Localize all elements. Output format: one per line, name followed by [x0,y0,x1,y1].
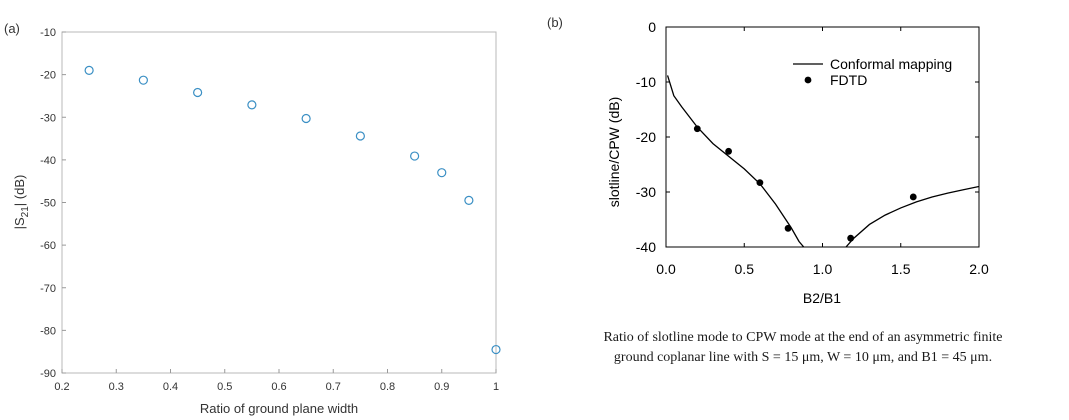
chart-a-y-tick-label: -10 [40,27,56,39]
chart-a-frame [61,31,497,374]
legend-item-conformal: Conformal mapping [830,56,952,72]
y-label-main: |S [12,217,27,229]
chart-a-y-axis-label: |S21| (dB) [12,175,31,230]
chart-b-x-tick-label: 2.0 [969,261,989,277]
chart-a-data-point [301,113,311,124]
chart-b-y-tick-label: -40 [636,239,656,255]
chart-a-data-point [410,151,420,161]
chart-a-x-tick-label: 0.2 [54,381,69,393]
chart-a-data-point [247,100,257,110]
chart-b-y-tick-label: 0 [648,19,656,35]
chart-a-y-tick-label: -90 [40,368,56,380]
chart-a-x-tick-label: 0.7 [326,381,341,393]
chart-a-x-tick-label: 0.8 [380,381,395,393]
chart-a-data-point [437,168,447,178]
chart-a-data-point [355,131,365,141]
chart-b-series-line [845,185,979,247]
chart-b-data-point [784,224,792,232]
chart-b-data-point [725,147,732,155]
chart-b-y-tick-label: -10 [636,74,656,90]
chart-b-data-point [909,193,917,201]
chart-b-x-axis-label: B2/B1 [803,290,841,306]
chart-a-y-tick-label: -50 [40,198,56,210]
chart-a-x-tick-label: 1 [493,381,499,393]
chart-b-x-tick-label: 0.0 [656,261,676,277]
caption-line-1: Ratio of slotline mode to CPW mode at th… [603,330,1003,345]
legend-item-fdtd: FDTD [830,72,867,88]
chart-b-data-point [756,179,764,187]
panel-a-label: (a) [4,21,20,36]
chart-b-x-tick-label: 1.0 [813,261,833,277]
chart-b-series-line [666,75,805,247]
chart-a-data-point [491,344,501,355]
chart-a-y-tick-label: -20 [40,70,56,82]
chart-a-x-tick-label: 0.6 [271,381,286,393]
chart-a-y-tick-label: -30 [40,112,56,124]
figure-caption: Ratio of slotline mode to CPW mode at th… [548,328,1058,368]
panel-b-label: (b) [547,15,563,30]
chart-a-y-tick-label: -60 [40,240,56,252]
chart-b-y-tick-label: -30 [636,184,656,200]
chart-a-data-point [138,75,148,85]
chart-a-x-tick-label: 0.9 [434,381,449,393]
chart-a-data-point [193,87,203,98]
chart-a: (a) 0.2 0.3 0.4 0.5 0.6 0.7 0.8 0.9 1 -10 -20 -30 -… [4,21,501,416]
chart-b-x-tick-label: 0.5 [735,261,755,277]
chart-b-y-axis-label: slotline/CPW (dB) [606,97,622,207]
chart-a-x-tick-label: 0.4 [163,381,178,393]
chart-b-data-point [693,125,701,133]
chart-a-x-tick-label: 0.5 [217,381,232,393]
chart-a-data-point [84,65,94,75]
chart-b-data-point [847,234,855,242]
chart-a-x-axis-label: Ratio of ground plane width [200,401,358,416]
chart-a-y-tick-label: -40 [40,155,56,167]
chart-b: (b) 0.0 0.5 1.0 1.5 2.0 0 -10 -20 -30 -40 Confor… [547,15,989,306]
legend-marker-swatch [804,76,812,84]
y-label-tail: | (dB) [12,175,27,207]
chart-a-data-point [464,195,474,205]
y-label-sub: 21 [20,206,31,218]
chart-b-y-tick-label: -20 [636,129,656,145]
chart-a-y-tick-label: -70 [40,283,56,295]
chart-b-legend: Conformal mapping FDTD [793,56,952,88]
chart-a-x-tick-label: 0.3 [109,381,124,393]
chart-b-x-tick-label: 1.5 [891,261,911,277]
caption-line-2: ground coplanar line with S = 15 μm, W =… [613,350,993,365]
chart-a-y-tick-label: -80 [40,325,56,337]
